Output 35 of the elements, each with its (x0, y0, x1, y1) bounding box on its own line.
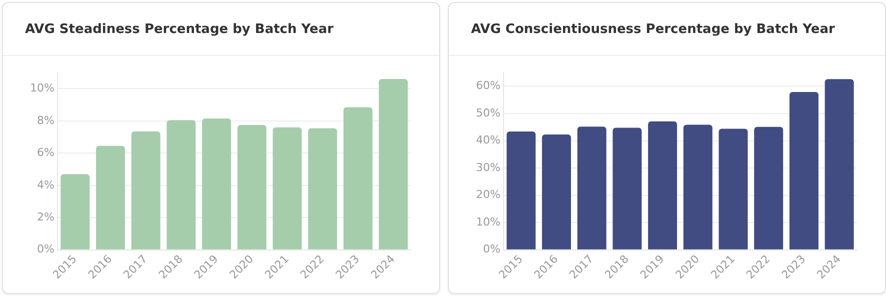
y-tick-label: 0% (482, 242, 500, 256)
chart-title: AVG Steadiness Percentage by Batch Year (3, 3, 439, 56)
y-tick-label: 0% (36, 242, 54, 256)
chart-title: AVG Conscientiousness Percentage by Batch Year (449, 3, 885, 56)
bar (96, 146, 125, 250)
bar (237, 124, 266, 250)
bar (824, 79, 854, 250)
y-tick-label: 30% (476, 160, 500, 174)
y-tick-label: 50% (476, 106, 500, 120)
y-tick-label: 2% (36, 210, 54, 224)
y-tick-label: 10% (476, 215, 500, 228)
y-tick-label: 8% (36, 114, 54, 127)
y-tick-label: 4% (36, 178, 54, 192)
bar (754, 126, 784, 250)
bar (612, 128, 642, 250)
bar (343, 107, 372, 250)
bar (308, 128, 338, 250)
y-tick-label: 10% (30, 82, 54, 95)
y-tick-label: 60% (476, 79, 500, 92)
bar (648, 121, 678, 250)
y-tick-label: 40% (476, 134, 500, 147)
bar (718, 128, 748, 250)
bar (378, 79, 408, 250)
bar (506, 132, 536, 250)
bar (683, 124, 712, 250)
y-tick-label: 6% (36, 146, 54, 160)
bar (577, 126, 606, 250)
bar (60, 174, 90, 250)
bar (272, 127, 302, 250)
bar (202, 118, 232, 250)
bar (166, 120, 196, 250)
bar (789, 92, 818, 250)
y-tick-label: 20% (476, 188, 500, 202)
bar (131, 131, 160, 250)
bar (542, 134, 571, 250)
